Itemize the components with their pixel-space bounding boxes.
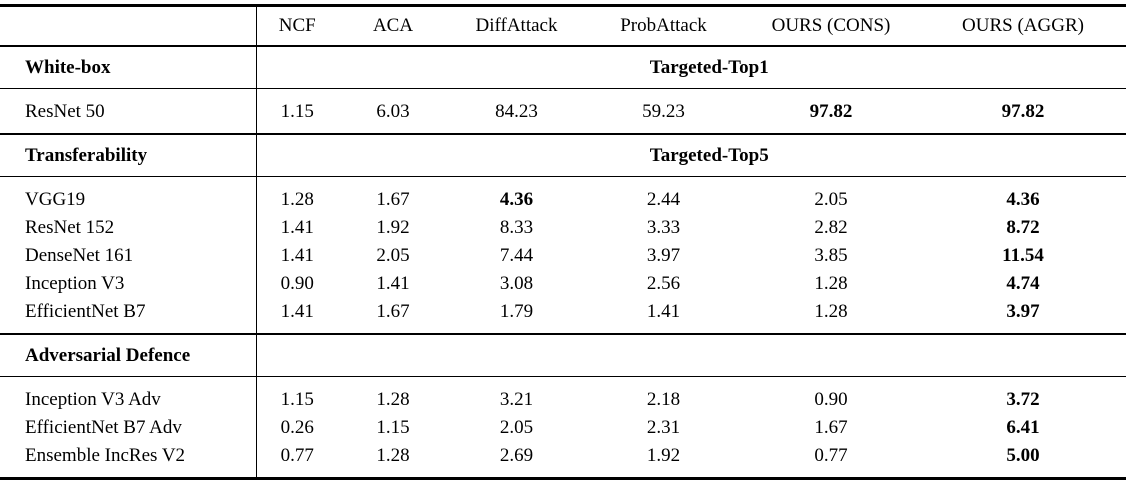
- metric-value: 1.67: [376, 189, 410, 210]
- data-row: EfficientNet B7 1.41 1.67 1.79 1.41 1.28 3.97: [0, 298, 1126, 334]
- metric-value: 1.41: [376, 273, 410, 294]
- metric-value: 3.21: [499, 389, 534, 410]
- metric-value: 6.03: [376, 101, 410, 122]
- metric-value: 84.23: [495, 101, 538, 122]
- metric-value: 11.54: [1002, 245, 1044, 266]
- data-row: ResNet 152 1.41 1.92 8.33 3.33 2.82 8.72: [0, 214, 1126, 242]
- metric-value: 3.85: [814, 245, 848, 266]
- metric-value: 4.74: [1006, 273, 1040, 294]
- section-label: Adversarial Defence: [25, 345, 191, 366]
- metric-value: 1.92: [646, 445, 681, 466]
- metric-value: 1.41: [255, 214, 338, 242]
- metric-value: 1.15: [255, 88, 338, 134]
- metric-value: 2.44: [646, 189, 681, 210]
- metric-value: 2.31: [646, 417, 681, 438]
- header-row: NCF ACA DiffAttack ProbAttack OURS (CONS…: [0, 5, 1126, 47]
- data-row: ResNet 50 1.15 6.03 84.23 59.23 97.82 97.82: [0, 88, 1126, 134]
- metric-value: 3.97: [646, 245, 681, 266]
- section-header-row: White-box Targeted-Top1: [0, 46, 1126, 89]
- metric-value: 1.67: [376, 301, 410, 322]
- metric-value: 4.36: [1006, 189, 1040, 210]
- metric-value: 2.05: [499, 417, 534, 438]
- col-header-diffattack: DiffAttack: [475, 15, 558, 36]
- metric-value: 2.05: [814, 189, 848, 210]
- metric-value: 0.26: [255, 414, 338, 442]
- metric-value: 8.33: [499, 217, 534, 238]
- data-row: Inception V3 0.90 1.41 3.08 2.56 1.28 4.74: [0, 270, 1126, 298]
- metric-value: 7.44: [499, 245, 534, 266]
- metric-value: 0.77: [255, 442, 338, 479]
- metric-value: 2.56: [646, 273, 681, 294]
- metric-value: 2.05: [376, 245, 410, 266]
- metric-value: 5.00: [1006, 445, 1040, 466]
- model-name: VGG19: [25, 189, 86, 210]
- section-label: Transferability: [25, 145, 148, 166]
- metric-value: 1.28: [814, 301, 848, 322]
- corner-blank-cell: [0, 6, 256, 47]
- model-name: Ensemble IncRes V2: [25, 445, 186, 466]
- metric-value: 1.28: [814, 273, 848, 294]
- metric-value: 1.67: [814, 417, 848, 438]
- metric-value: 0.90: [814, 389, 848, 410]
- data-row: VGG19 1.28 1.67 4.36 2.44 2.05 4.36: [0, 176, 1126, 214]
- metric-value: 1.41: [255, 298, 338, 334]
- metric-value: 1.92: [376, 217, 410, 238]
- col-header-probattack: ProbAttack: [620, 15, 707, 36]
- metric-value: 97.82: [1001, 101, 1045, 122]
- metric-value: 1.79: [499, 301, 534, 322]
- metric-value: 0.77: [814, 445, 848, 466]
- data-row: Ensemble IncRes V2 0.77 1.28 2.69 1.92 0.77 5.…: [0, 442, 1126, 479]
- metric-value: 1.28: [376, 389, 410, 410]
- metric-value: 1.15: [255, 376, 338, 414]
- metric-value: 3.97: [1006, 301, 1040, 322]
- model-name: DenseNet 161: [25, 245, 134, 266]
- section-header-row: Transferability Targeted-Top5: [0, 134, 1126, 177]
- metric-value: 1.15: [376, 417, 410, 438]
- metric-value: 6.41: [1006, 417, 1040, 438]
- model-name: ResNet 50: [25, 101, 105, 122]
- metric-value: 1.41: [646, 301, 681, 322]
- metric-value: 3.33: [646, 217, 681, 238]
- metric-value: 2.82: [814, 217, 848, 238]
- model-name: EfficientNet B7: [25, 301, 146, 322]
- data-row: Inception V3 Adv 1.15 1.28 3.21 2.18 0.90 3.72: [0, 376, 1126, 414]
- attack-results-table: NCF ACA DiffAttack ProbAttack OURS (CONS…: [0, 4, 1126, 480]
- metric-value: 3.08: [499, 273, 534, 294]
- metric-value: 0.90: [255, 270, 338, 298]
- data-row: EfficientNet B7 Adv 0.26 1.15 2.05 2.31 1.67 6…: [0, 414, 1126, 442]
- model-name: Inception V3: [25, 273, 125, 294]
- metric-value: 1.28: [376, 445, 410, 466]
- col-header-ours-cons: OURS (CONS): [771, 15, 891, 36]
- metric-value: 1.28: [255, 176, 338, 214]
- metric-value: 97.82: [809, 101, 853, 122]
- metric-value: 8.72: [1006, 217, 1040, 238]
- data-row: DenseNet 161 1.41 2.05 7.44 3.97 3.85 11.54: [0, 242, 1126, 270]
- metric-span-label: Targeted-Top5: [255, 134, 1126, 177]
- metric-value: 2.69: [499, 445, 534, 466]
- metric-span-label: Targeted-Top1: [255, 46, 1126, 89]
- col-header-ours-aggr: OURS (AGGR): [962, 15, 1084, 36]
- metric-value: 3.72: [1006, 389, 1040, 410]
- metric-value: 1.41: [255, 242, 338, 270]
- model-name: ResNet 152: [25, 217, 115, 238]
- section-label: White-box: [25, 57, 111, 78]
- metric-value: 59.23: [642, 101, 685, 122]
- model-name: EfficientNet B7 Adv: [25, 417, 182, 438]
- col-header-aca: ACA: [372, 15, 414, 36]
- model-name: Inception V3 Adv: [25, 389, 161, 410]
- metric-value: 2.18: [646, 389, 681, 410]
- section-header-row: Adversarial Defence: [0, 334, 1126, 377]
- metric-value: 4.36: [499, 189, 534, 210]
- col-header-ncf: NCF: [255, 5, 338, 46]
- metric-span-label: [255, 334, 1126, 377]
